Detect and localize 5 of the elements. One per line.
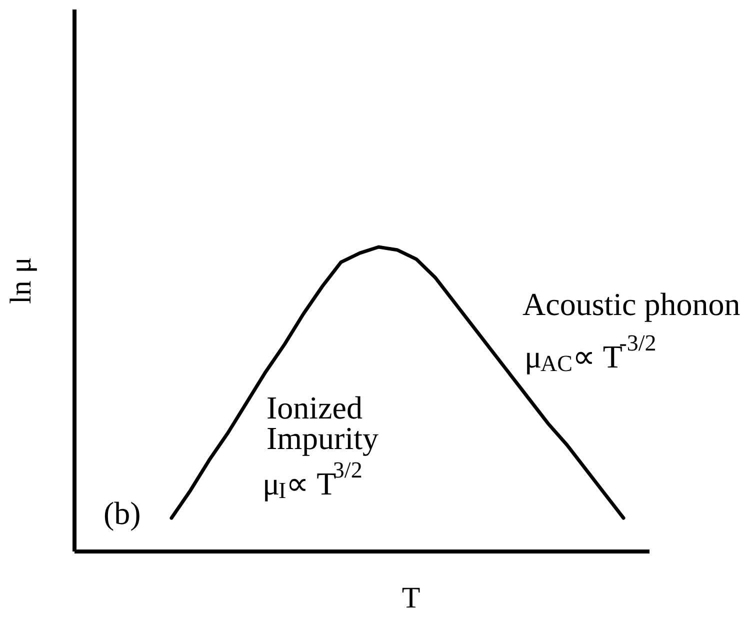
y-axis-title: ln μ [4,257,38,304]
annotation: Acoustic phonon [522,286,740,322]
x-axis-title: T [402,582,420,614]
annotation: Ionized Impurity [266,390,378,456]
text: (b) [104,495,141,532]
